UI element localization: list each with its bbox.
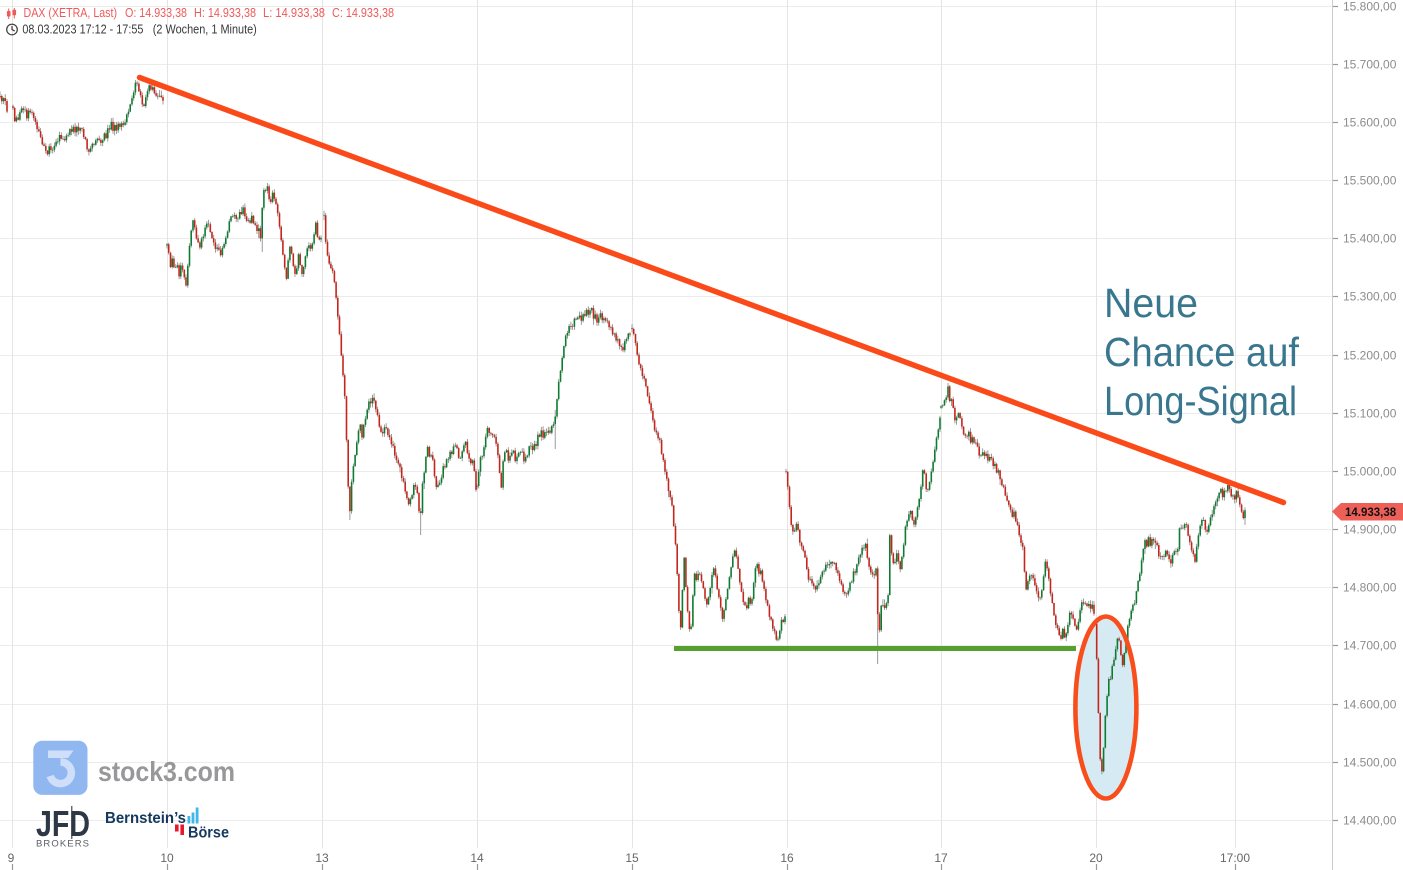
svg-text:15.500,00: 15.500,00 (1343, 174, 1397, 188)
svg-text:14: 14 (470, 851, 484, 865)
svg-text:JFD: JFD (36, 803, 90, 844)
svg-text:H: 14.933,38: H: 14.933,38 (194, 6, 256, 20)
svg-text:L: 14.933,38: L: 14.933,38 (263, 6, 325, 20)
svg-text:14.700,00: 14.700,00 (1343, 639, 1397, 653)
svg-text:14.933,38: 14.933,38 (1345, 507, 1397, 519)
svg-text:14.500,00: 14.500,00 (1343, 756, 1397, 770)
svg-text:15.100,00: 15.100,00 (1343, 407, 1397, 421)
svg-text:14.900,00: 14.900,00 (1343, 523, 1397, 537)
svg-text:13: 13 (315, 851, 329, 865)
svg-text:14.600,00: 14.600,00 (1343, 698, 1397, 712)
svg-text:15: 15 (625, 851, 639, 865)
svg-text:BROKERS: BROKERS (36, 839, 89, 850)
svg-text:Chance auf: Chance auf (1104, 329, 1300, 375)
svg-text:Neue: Neue (1104, 280, 1198, 326)
svg-text:Long-Signal: Long-Signal (1104, 378, 1297, 424)
svg-text:20: 20 (1089, 851, 1103, 865)
svg-text:Bernstein’s: Bernstein’s (105, 810, 186, 827)
svg-text:15.300,00: 15.300,00 (1343, 290, 1397, 304)
svg-text:15.200,00: 15.200,00 (1343, 349, 1397, 363)
svg-text:DAX (XETRA, Last): DAX (XETRA, Last) (24, 6, 118, 20)
svg-text:O: 14.933,38: O: 14.933,38 (125, 6, 187, 20)
svg-text:15.000,00: 15.000,00 (1343, 465, 1397, 479)
svg-text:9: 9 (8, 851, 15, 865)
svg-text:Börse: Börse (188, 825, 229, 842)
svg-text:14.400,00: 14.400,00 (1343, 814, 1397, 828)
svg-text:stock3.com: stock3.com (98, 756, 235, 787)
svg-text:15.600,00: 15.600,00 (1343, 116, 1397, 130)
svg-text:15.700,00: 15.700,00 (1343, 58, 1397, 72)
svg-text:C: 14.933,38: C: 14.933,38 (332, 6, 394, 20)
svg-text:14.800,00: 14.800,00 (1343, 581, 1397, 595)
svg-text:10: 10 (160, 851, 174, 865)
svg-text:08.03.2023 17:12 - 17:55: 08.03.2023 17:12 - 17:55 (22, 23, 143, 37)
svg-text:15.800,00: 15.800,00 (1343, 0, 1397, 14)
svg-text:(2 Wochen, 1 Minute): (2 Wochen, 1 Minute) (153, 23, 257, 37)
svg-text:15.400,00: 15.400,00 (1343, 232, 1397, 246)
svg-text:17:00: 17:00 (1220, 851, 1250, 865)
svg-text:17: 17 (934, 851, 948, 865)
svg-text:16: 16 (780, 851, 794, 865)
